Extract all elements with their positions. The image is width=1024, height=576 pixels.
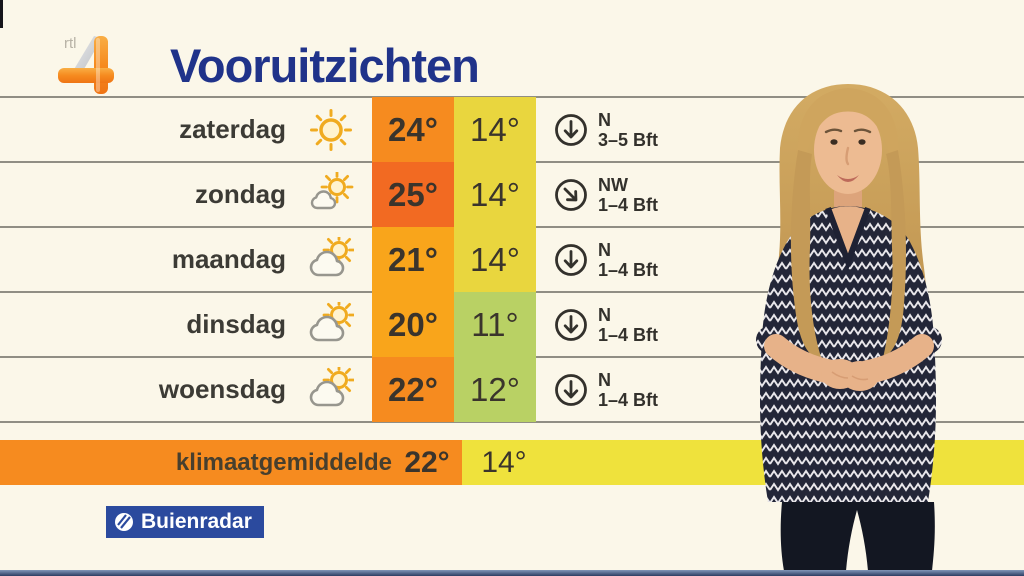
cloud-sun-icon xyxy=(294,227,368,292)
wind-group: NW 1–4 Bft xyxy=(552,162,658,227)
presenter-fingers xyxy=(831,371,869,381)
wind-direction-label: N xyxy=(598,304,611,325)
cloud-sun-icon xyxy=(294,292,368,357)
climate-low-temp: 14° xyxy=(481,445,527,479)
sun-icon xyxy=(294,97,368,162)
wind-direction-icon xyxy=(552,111,590,149)
wind-force-label: 1–4 Bft xyxy=(598,389,659,410)
page-title: Vooruitzichten xyxy=(170,39,480,92)
wind-group: N 1–4 Bft xyxy=(552,292,658,357)
wind-text: N 1–4 Bft xyxy=(598,370,658,410)
presenter-vneck-trim xyxy=(825,206,871,271)
high-temp-cell: 25° xyxy=(372,162,454,227)
day-label: zaterdag xyxy=(179,114,286,144)
day-label: dinsdag xyxy=(186,309,286,339)
wind-text: N 1–4 Bft xyxy=(598,240,658,280)
high-temp-cell: 21° xyxy=(372,227,454,292)
wind-direction-icon xyxy=(552,241,590,279)
cloud-sun-icon xyxy=(294,357,368,422)
forecast-row: woensdag 22° 12° N 1–4 Bft xyxy=(0,357,1024,422)
wind-direction-label: N xyxy=(598,369,611,390)
rtl-text: rtl xyxy=(64,35,77,52)
day-label: woensdag xyxy=(158,374,286,404)
buienradar-label: Buienradar xyxy=(141,510,252,533)
wind-direction-label: N xyxy=(598,109,611,130)
climate-band-orange xyxy=(0,440,462,485)
wind-text: NW 1–4 Bft xyxy=(598,175,658,215)
presenter-hair-front xyxy=(796,88,900,205)
presenter-eyebrows xyxy=(824,128,872,134)
wind-text: N 1–4 Bft xyxy=(598,305,658,345)
low-temp-cell: 14° xyxy=(454,162,536,227)
wind-group: N 1–4 Bft xyxy=(552,357,658,422)
presenter-hair-strand xyxy=(883,150,906,358)
high-temp-cell: 22° xyxy=(372,357,454,422)
presenter-hands xyxy=(821,359,879,391)
buienradar-logo: Buienradar xyxy=(106,506,264,538)
wind-force-label: 1–4 Bft xyxy=(598,259,659,280)
wind-direction-icon xyxy=(552,371,590,409)
forecast-row: zaterdag 24° 14° N 3–5 Bft xyxy=(0,97,1024,162)
wind-direction-label: NW xyxy=(598,174,628,195)
climate-high-temp: 22° xyxy=(404,445,450,479)
divider-line xyxy=(0,421,1024,423)
low-temp-cell: 12° xyxy=(454,357,536,422)
wind-text: N 3–5 Bft xyxy=(598,110,658,150)
climate-average-label: klimaatgemiddelde xyxy=(175,448,392,476)
wind-group: N 3–5 Bft xyxy=(552,97,658,162)
rtl4-horizontal-bar xyxy=(58,68,114,83)
video-edge-artifact xyxy=(0,0,3,28)
forecast-row: zondag 25° 14° NW 1–4 Bft xyxy=(0,162,1024,227)
sun-small-cloud-icon xyxy=(294,162,368,227)
wind-group: N 1–4 Bft xyxy=(552,227,658,292)
presenter-hair-strand xyxy=(790,150,822,360)
wind-direction-label: N xyxy=(598,239,611,260)
high-temp-cell: 20° xyxy=(372,292,454,357)
rtl4-logo: rtl xyxy=(50,26,132,94)
buienradar-radar-icon xyxy=(115,513,133,531)
high-temp-cell: 24° xyxy=(372,97,454,162)
presenter-eyes xyxy=(830,139,866,145)
day-label: maandag xyxy=(171,244,286,274)
low-temp-cell: 14° xyxy=(454,97,536,162)
forecast-row: maandag 21° 14° N 1–4 Bft xyxy=(0,227,1024,292)
low-temp-cell: 14° xyxy=(454,227,536,292)
day-label: zondag xyxy=(195,179,286,209)
low-temp-cell: 11° xyxy=(454,292,536,357)
weather-presenter xyxy=(756,84,942,571)
wind-direction-icon xyxy=(552,176,590,214)
forecast-row: dinsdag 20° 11° N 1–4 Bft xyxy=(0,292,1024,357)
wind-force-label: 3–5 Bft xyxy=(598,129,659,150)
presenter-vneck xyxy=(830,206,866,260)
screen-bottom-edge xyxy=(0,570,1024,576)
wind-force-label: 1–4 Bft xyxy=(598,324,659,345)
wind-force-label: 1–4 Bft xyxy=(598,194,659,215)
presenter-mouth xyxy=(837,175,859,182)
presenter-nose xyxy=(845,146,850,166)
wind-direction-icon xyxy=(552,306,590,344)
presenter-pants xyxy=(780,502,935,571)
